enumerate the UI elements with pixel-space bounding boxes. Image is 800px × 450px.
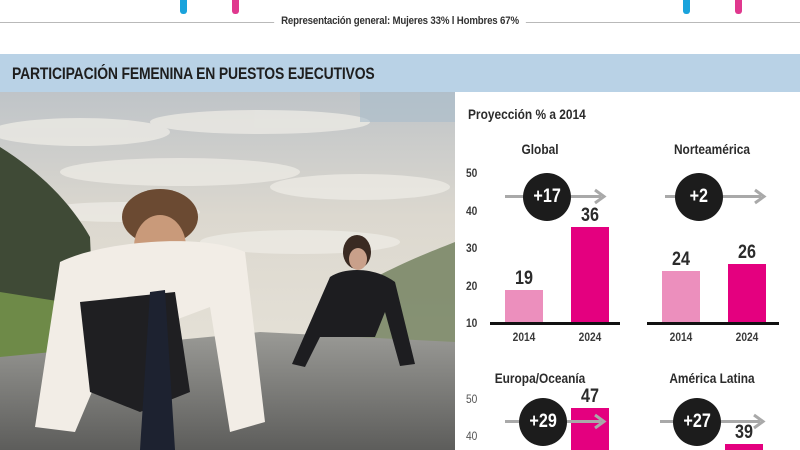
y-tick: 50 [466,166,478,180]
bar-value: 47 [581,386,599,407]
x-label: 2014 [512,330,536,344]
bar-global-2014 [505,290,543,323]
y-tick: 50 [466,392,478,406]
arrow-right-icon [753,413,766,430]
delta-badge-america-latina: +27 [673,398,721,446]
chart-america-latina: América Latina +27 39 [625,362,795,450]
panel-title: Proyección % a 2014 [468,106,586,122]
section-title: PARTICIPACIÓN FEMENINA EN PUESTOS EJECUT… [12,64,375,83]
representation-summary: Representación general: Mujeres 33% l Ho… [48,15,752,27]
bar-value: 39 [735,422,753,443]
chart-europa-oceania: Europa/Oceanía 50 40 47 +29 [455,362,625,450]
bar-europa-oceania-2024 [571,408,609,450]
x-label: 2024 [735,330,759,344]
delta-badge-global: +17 [523,173,571,221]
delta-badge-europa-oceania: +29 [519,398,567,446]
bar-value: 26 [738,242,756,263]
bar-america-latina-2024 [725,444,763,450]
chart-global: Global 50 40 30 20 10 +17 19 36 2014 202… [455,92,625,352]
y-tick: 40 [466,204,478,218]
bar-value: 24 [672,249,690,270]
section-header: PARTICIPACIÓN FEMENINA EN PUESTOS EJECUT… [0,54,800,92]
arrow-right-icon [754,188,767,205]
chart-title-global: Global [521,141,559,157]
chart-title-europa-oceania: Europa/Oceanía [494,370,586,386]
arrow-right-icon [594,188,607,205]
delta-badge-norteamerica: +2 [675,173,723,221]
bar-norteamerica-2024 [728,264,766,323]
bar-norteamerica-2014 [662,271,700,323]
female-figure-icon [735,0,742,14]
arrow-right-icon [594,413,607,430]
photo-illustration [0,92,455,450]
female-figure-icon [232,0,239,14]
top-strip: Representación general: Mujeres 33% l Ho… [0,0,800,50]
projection-panel: Proyección % a 2014 Global 50 40 30 20 1… [455,92,800,450]
y-tick: 30 [466,241,478,255]
bar-global-2024 [571,227,609,323]
male-figure-icon [180,0,187,14]
x-axis-baseline [647,322,779,325]
x-label: 2014 [669,330,693,344]
photo-executives-starting-line [0,92,455,450]
chart-title-america-latina: América Latina [669,370,755,386]
male-figure-icon [683,0,690,14]
x-axis-baseline [490,322,620,325]
chart-norteamerica: Norteamérica +2 24 26 2014 2024 [625,92,795,352]
x-label: 2024 [578,330,602,344]
y-tick: 20 [466,279,478,293]
bar-value: 19 [515,268,533,289]
y-tick: 10 [466,316,478,330]
bar-value: 36 [581,205,599,226]
chart-title-norteamerica: Norteamérica [673,141,751,157]
y-tick: 40 [466,429,478,443]
